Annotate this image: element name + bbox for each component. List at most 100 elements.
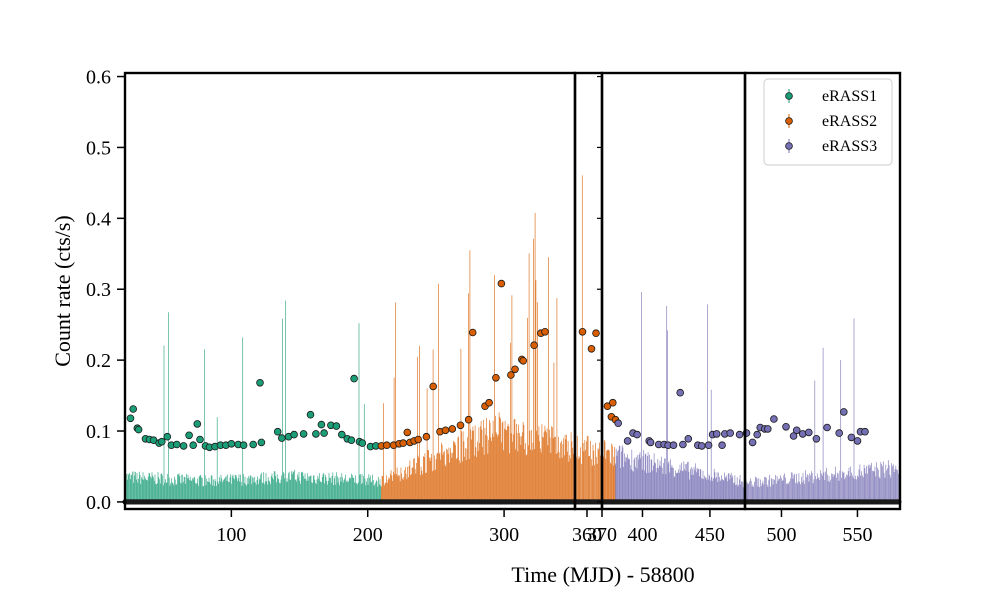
x-axis-label: Time (MJD) - 58800 — [511, 562, 694, 587]
data-point — [306, 410, 315, 419]
data-point — [185, 431, 193, 440]
series-eRASS2 — [377, 279, 620, 450]
lightcurve-eRASS3 — [615, 292, 901, 502]
data-point — [277, 434, 286, 442]
data-point — [712, 430, 721, 438]
data-point — [134, 425, 143, 434]
data-point — [249, 440, 258, 449]
data-point — [587, 344, 596, 353]
data-point — [239, 441, 248, 450]
data-point — [812, 434, 821, 443]
x-tick-label: 100 — [216, 524, 246, 546]
data-point — [753, 430, 761, 439]
data-point — [485, 398, 493, 407]
x-tick-label: 200 — [353, 524, 383, 546]
data-point — [608, 398, 617, 407]
data-point — [726, 429, 734, 437]
data-point — [193, 420, 202, 428]
data-point — [614, 419, 622, 428]
data-point — [129, 405, 138, 413]
y-axis-label: Count rate (cts/s) — [50, 215, 75, 367]
data-point — [507, 371, 515, 379]
data-point — [519, 356, 527, 365]
data-point — [735, 430, 744, 439]
data-point — [320, 429, 328, 437]
data-point — [823, 423, 831, 432]
axes-frame-4 — [743, 71, 902, 511]
data-point — [804, 428, 813, 437]
data-point — [704, 441, 713, 450]
data-point — [847, 433, 856, 442]
data-point — [312, 430, 320, 438]
data-point — [497, 279, 506, 288]
data-point — [422, 432, 431, 441]
y-tick-label: 0.4 — [86, 208, 111, 230]
lightcurve-eRASS2 — [381, 175, 616, 502]
data-point — [853, 437, 862, 445]
data-point — [299, 430, 308, 438]
data-point — [835, 429, 843, 437]
data-point — [337, 430, 346, 439]
data-point — [669, 441, 678, 450]
data-point — [676, 388, 684, 397]
axes-frame-2 — [573, 71, 604, 511]
data-point — [227, 439, 236, 448]
data-point — [158, 437, 166, 446]
data-point — [633, 430, 641, 439]
legend-label: eRASS2 — [822, 113, 877, 130]
data-point — [464, 415, 473, 424]
data-point — [257, 438, 266, 447]
data-point — [718, 441, 726, 450]
data-point — [623, 437, 632, 445]
series-eRASS3 — [614, 388, 869, 450]
data-point — [792, 426, 801, 435]
data-point — [530, 341, 538, 350]
zero-points — [122, 499, 902, 505]
x-tick-label: 400 — [627, 524, 657, 546]
data-point — [290, 430, 298, 439]
data-point — [403, 428, 412, 437]
data-point — [189, 441, 198, 450]
data-point — [173, 440, 181, 449]
y-tick-label: 0.2 — [86, 350, 111, 372]
data-point — [414, 435, 423, 444]
data-point — [358, 439, 367, 447]
data-point — [646, 438, 655, 447]
x-tick-label: 300 — [489, 524, 519, 546]
data-point — [382, 441, 391, 450]
legend: eRASS1 eRASS2 eRASS3 — [763, 78, 893, 166]
data-point — [456, 421, 465, 430]
data-point — [603, 402, 612, 411]
data-point — [196, 435, 204, 444]
data-point — [441, 426, 450, 435]
data-point — [578, 327, 587, 336]
data-point — [748, 438, 757, 447]
data-point — [511, 365, 519, 374]
x-tick-label: 370 — [587, 524, 617, 546]
data-point — [126, 414, 135, 423]
data-point — [350, 374, 358, 383]
data-point — [492, 373, 500, 382]
lightcurve-eRASS1 — [124, 300, 382, 502]
data-point — [861, 427, 869, 436]
data-point — [256, 378, 264, 387]
legend-marker — [785, 142, 793, 150]
x-tick-label: 500 — [766, 524, 796, 546]
data-point — [541, 327, 549, 336]
data-point — [697, 442, 706, 450]
y-tick-label: 0.3 — [86, 279, 111, 301]
data-point — [789, 432, 798, 440]
data-point — [839, 408, 848, 416]
axes-frames — [123, 71, 902, 511]
data-point — [770, 415, 778, 423]
data-point — [332, 422, 341, 430]
data-point — [179, 442, 188, 450]
y-tick-label: 0.6 — [86, 67, 111, 89]
data-point — [347, 436, 356, 445]
data-point — [468, 328, 477, 337]
series-eRASS1 — [126, 374, 380, 452]
data-point — [317, 420, 326, 429]
plot-area — [122, 175, 902, 505]
y-tick-label: 0.1 — [86, 421, 111, 443]
